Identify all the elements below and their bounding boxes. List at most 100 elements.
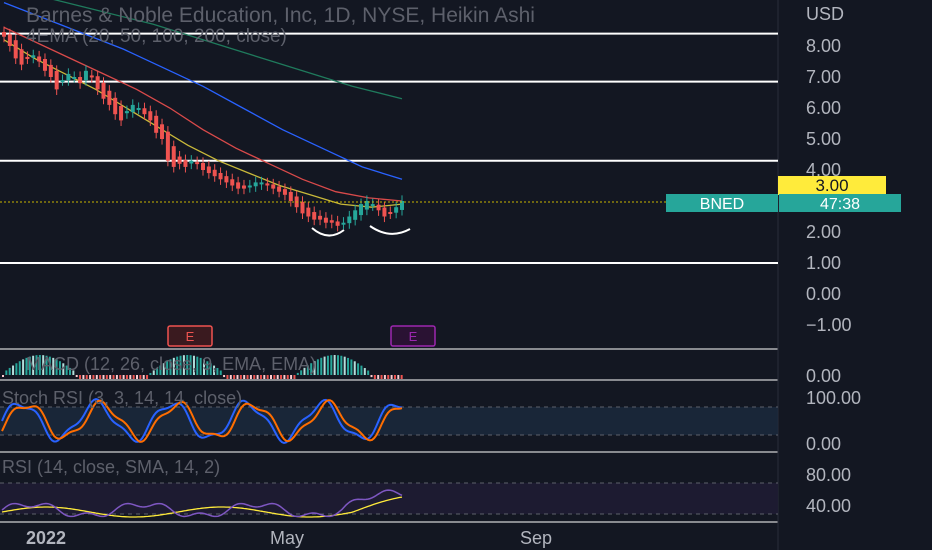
macd-bar	[129, 375, 132, 379]
macd-bar	[357, 363, 360, 375]
stoch-lines	[1, 397, 403, 445]
macd-bar	[42, 355, 45, 375]
macd-bar	[176, 356, 179, 375]
candle-body	[259, 182, 264, 185]
macd-legend: MACD (12, 26, close, 9, EMA, EMA)	[26, 354, 316, 374]
candle-body	[124, 111, 129, 114]
macd-bar	[85, 375, 88, 379]
macd-bar	[38, 355, 41, 375]
macd-bar	[347, 357, 350, 375]
macd-bar	[243, 375, 246, 379]
rsi-tick-80: 80.00	[806, 465, 851, 485]
currency-label: USD	[806, 4, 844, 24]
candle-body	[107, 90, 112, 105]
candle-body	[282, 189, 287, 195]
time-label-2022: 2022	[26, 528, 66, 548]
macd-bar	[189, 355, 192, 375]
candle-body	[253, 182, 258, 187]
candle-body	[288, 191, 293, 201]
macd-bar	[15, 363, 18, 375]
candle-body	[329, 220, 334, 223]
macd-bar	[203, 359, 205, 375]
candle-body	[353, 210, 358, 220]
candle-body	[101, 82, 106, 99]
macd-bar	[373, 375, 376, 379]
macd-bar	[316, 359, 319, 375]
time-label-sep: Sep	[520, 528, 552, 548]
macd-bar	[179, 355, 182, 375]
candle-body	[370, 204, 375, 207]
svg-text:BNED: BNED	[700, 196, 744, 213]
candle-body	[236, 182, 241, 189]
ema20-line	[3, 39, 403, 208]
price-tick: 5.00	[806, 129, 841, 149]
svg-text:E: E	[409, 329, 418, 344]
macd-bar	[8, 367, 11, 375]
earnings-marker-purple[interactable]: E	[390, 325, 436, 347]
candle-body	[359, 204, 364, 216]
candle-body	[78, 77, 83, 84]
candle-body	[177, 156, 182, 164]
macd-bar	[313, 361, 316, 375]
macd-bar	[109, 375, 112, 379]
macd-bar	[105, 375, 108, 379]
macd-bar	[293, 375, 296, 379]
macd-bar	[350, 359, 353, 375]
macd-bar	[226, 375, 229, 379]
macd-bar	[296, 372, 299, 375]
candle-body	[171, 146, 176, 167]
candle-body	[323, 217, 328, 223]
macd-bar	[156, 367, 159, 375]
price-tick: 2.00	[806, 222, 841, 242]
macd-bar	[290, 375, 293, 379]
macd-bar	[196, 356, 199, 375]
macd-tick: 0.00	[806, 366, 841, 386]
macd-bar	[340, 355, 343, 375]
candle-body	[165, 131, 170, 161]
ema100-line	[3, 1, 403, 180]
price-tick: 6.00	[806, 98, 841, 118]
candle-body	[189, 160, 194, 164]
rsi-legend: RSI (14, close, SMA, 14, 2)	[2, 457, 220, 477]
candle-body	[48, 64, 53, 77]
macd-bar	[383, 375, 386, 379]
candle-body	[312, 212, 317, 220]
candle-body	[300, 201, 305, 214]
candle-body	[335, 221, 340, 226]
macd-bar	[276, 375, 279, 379]
macd-bar	[263, 375, 266, 379]
stoch-tick-0: 0.00	[806, 434, 841, 454]
macd-bar	[323, 356, 326, 375]
candle-body	[382, 207, 387, 217]
earnings-marker-red[interactable]: E	[167, 325, 213, 347]
candle-body	[13, 40, 18, 59]
horizontal-levels	[0, 32, 778, 264]
macd-bar	[55, 359, 58, 375]
candle-body	[154, 115, 159, 133]
candle-body	[318, 215, 323, 220]
candle-body	[277, 186, 282, 192]
price-tick: 0.00	[806, 284, 841, 304]
macd-bar	[125, 375, 128, 379]
candle-body	[142, 108, 147, 115]
macd-bar	[99, 375, 102, 379]
macd-bar	[95, 375, 98, 379]
macd-bar	[337, 355, 339, 375]
macd-bar	[306, 365, 309, 375]
macd-bar	[397, 375, 400, 379]
price-tick: −1.00	[806, 315, 852, 335]
macd-bar	[149, 372, 152, 375]
rsi-line	[1, 489, 403, 518]
stoch-k-line	[1, 397, 403, 445]
candle-body	[394, 207, 399, 213]
macd-bar	[253, 375, 256, 379]
rsi-band	[0, 483, 778, 514]
macd-bar	[283, 375, 286, 379]
ticker-tag[interactable]: BNED 47:38	[666, 194, 901, 213]
candle-body	[72, 77, 77, 79]
candle-body	[31, 55, 36, 58]
candle-body	[66, 73, 71, 81]
candle-body	[119, 106, 124, 121]
candle-body	[201, 162, 205, 170]
